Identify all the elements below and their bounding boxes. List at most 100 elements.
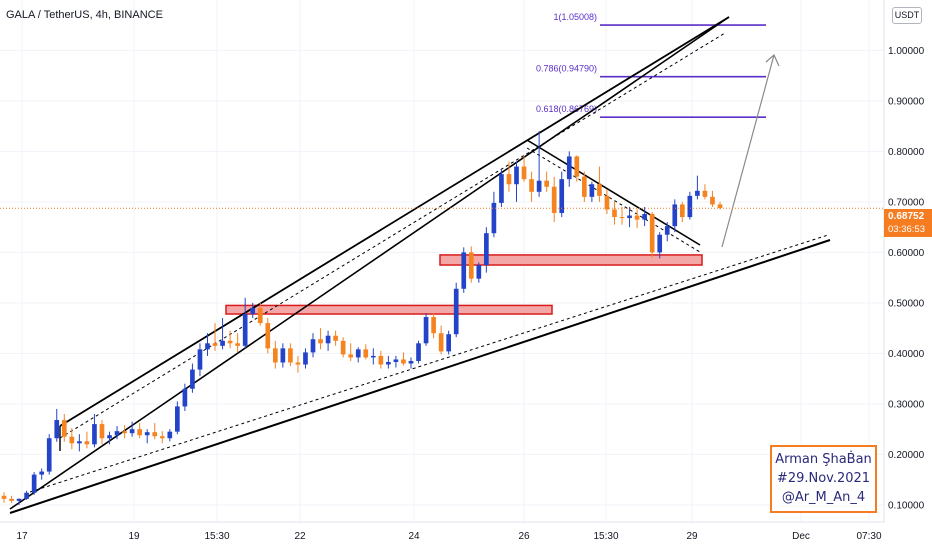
- candle-body: [24, 492, 29, 499]
- candle-body: [288, 348, 293, 363]
- candle-body: [363, 349, 369, 358]
- candle-body: [318, 339, 323, 344]
- candle-countdown: 03:36:53: [888, 224, 925, 235]
- candle-body: [589, 184, 595, 197]
- candle-body: [122, 431, 127, 434]
- projection-arrow-line: [721, 54, 775, 248]
- candle-body: [529, 179, 534, 192]
- watermark-date: #29.Nov.2021: [776, 471, 871, 486]
- candle-body: [235, 343, 240, 346]
- y-tick-label: 0.10000: [888, 500, 925, 511]
- candle-body: [619, 217, 625, 219]
- candle-body: [672, 204, 678, 227]
- upper-inner-dashed: [59, 32, 726, 439]
- fib-level-label: 0.618(0.86769): [536, 104, 597, 114]
- last-price-value: 0.68752: [888, 211, 925, 222]
- candle-body: [77, 441, 82, 444]
- candle-body: [257, 307, 263, 324]
- last-price-tag: 0.68752 03:36:53: [884, 209, 932, 237]
- candle-body: [69, 436, 75, 444]
- candle-body: [310, 339, 316, 353]
- fib-layer: 1(1.05008) 0.786(0.94790) 0.618(0.86769): [536, 12, 766, 119]
- x-tick-label: 17: [16, 531, 28, 542]
- candle-body: [431, 317, 436, 334]
- candle-body: [597, 184, 602, 196]
- candle-body: [416, 343, 421, 361]
- candle-body: [574, 156, 580, 177]
- author-watermark: Arman ŞhaḂan #29.Nov.2021 @Ar_M_An_4: [770, 445, 877, 513]
- candle-body: [401, 359, 406, 364]
- currency-badge[interactable]: USDT: [892, 7, 922, 24]
- y-tick-label: 0.50000: [888, 298, 925, 309]
- candle-body: [642, 214, 647, 220]
- watermark-handle: @Ar_M_An_4: [781, 490, 866, 505]
- y-tick-label: 1.00000: [888, 46, 925, 57]
- candle-body: [506, 174, 512, 185]
- candle-body: [205, 343, 210, 350]
- candle-body: [446, 334, 452, 352]
- candle-body: [499, 174, 504, 203]
- candle-layer: [1, 131, 723, 505]
- candle-body: [438, 333, 444, 352]
- candle-body: [144, 432, 150, 436]
- support-zone: [439, 254, 703, 266]
- candle-body: [54, 420, 60, 439]
- x-tick-label: 24: [408, 531, 420, 542]
- candle-body: [544, 180, 549, 187]
- candle-body: [453, 288, 459, 335]
- candle-body: [695, 190, 700, 196]
- y-tick-label: 0.80000: [888, 147, 925, 158]
- candle-body: [46, 438, 52, 472]
- x-tick-label: Dec: [792, 531, 810, 542]
- candle-body: [634, 215, 640, 220]
- candle-body: [280, 348, 286, 363]
- fib-level-label: 1(1.05008): [553, 12, 597, 22]
- candle-body: [92, 424, 97, 445]
- x-tick-label: 07:30: [856, 531, 881, 542]
- candle-body: [190, 369, 195, 389]
- candle-body: [220, 340, 225, 346]
- candle-body: [484, 233, 489, 266]
- candle-body: [265, 323, 271, 349]
- candle-body: [604, 195, 610, 210]
- lower-trendline: [9, 239, 831, 514]
- price-axis: 0.10000 0.20000 0.30000 0.40000 0.50000 0.600…: [888, 46, 925, 511]
- y-tick-label: 0.70000: [888, 197, 925, 208]
- candle-body: [99, 424, 105, 439]
- x-tick-label: 19: [128, 531, 140, 542]
- candle-body: [627, 215, 632, 219]
- candle-body: [137, 429, 142, 436]
- zone-layer: [225, 254, 703, 315]
- candle-body: [159, 436, 165, 439]
- fib-level-label: 0.786(0.94790): [536, 64, 597, 74]
- candle-body: [175, 406, 180, 432]
- candle-body: [378, 355, 384, 365]
- x-tick-label: 22: [294, 531, 306, 542]
- candle-body: [227, 340, 233, 344]
- grid-layer: [0, 0, 884, 522]
- candle-body: [39, 471, 45, 475]
- candle-body: [355, 349, 361, 358]
- candle-body: [679, 204, 685, 218]
- candle-body: [167, 431, 173, 439]
- candle-body: [303, 352, 308, 365]
- upper-trendline-solid: [59, 16, 730, 427]
- y-tick-label: 0.90000: [888, 96, 925, 107]
- support-zone: [225, 304, 553, 315]
- y-tick-label: 0.40000: [888, 349, 925, 360]
- candle-body: [649, 214, 655, 253]
- candle-body: [31, 474, 37, 493]
- candle-body: [582, 176, 587, 197]
- y-tick-label: 0.60000: [888, 248, 925, 259]
- candle-body: [152, 432, 158, 437]
- candle-body: [393, 359, 399, 362]
- candle-body: [272, 348, 278, 363]
- candle-body: [566, 156, 572, 180]
- candle-body: [559, 179, 565, 214]
- upper-trendline: [9, 16, 730, 510]
- candle-body: [61, 420, 67, 437]
- candle-body: [325, 335, 331, 344]
- x-tick-label: 15:30: [593, 531, 618, 542]
